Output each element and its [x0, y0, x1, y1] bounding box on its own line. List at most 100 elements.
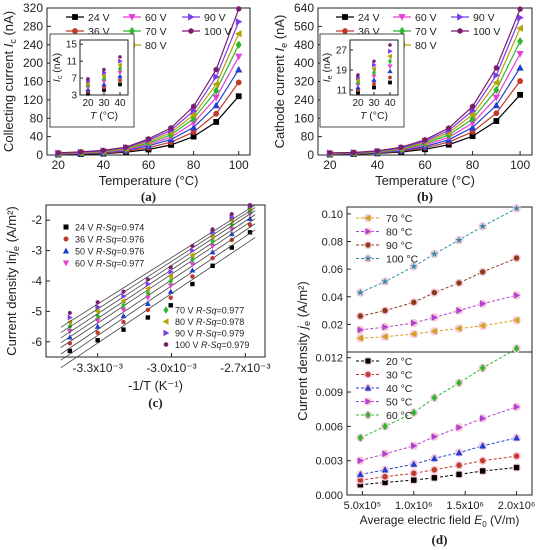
data-point: [95, 303, 101, 310]
inset: 20 30 40 11 19 27 T (°C) Ie (nA): [319, 33, 405, 128]
data-point: [456, 280, 462, 286]
data-point: [479, 300, 487, 308]
inset-data-point: [371, 77, 377, 82]
legend-marker: [163, 329, 170, 337]
legend-marker: [365, 242, 371, 248]
x-tick-label: 1.5x10⁶: [446, 500, 484, 512]
legend-label: 24 V: [88, 12, 110, 24]
y-tick-label: 480: [294, 38, 314, 52]
y-tick-label: 0.10: [322, 209, 343, 221]
data-point: [381, 333, 388, 341]
data-point: [516, 51, 524, 58]
data-point: [95, 338, 100, 343]
data-point: [212, 101, 220, 109]
data-point: [210, 238, 215, 245]
series-30C: [356, 451, 521, 485]
plot-frame: [346, 206, 533, 496]
legend-marker: [365, 358, 371, 364]
data-point: [144, 285, 151, 292]
data-point: [167, 273, 173, 280]
inset-x-tick-label: 30: [368, 98, 380, 109]
inset-data-point: [118, 82, 122, 87]
y-axis-label: Current density lnje (A/m²): [4, 206, 21, 356]
data-point: [430, 454, 438, 462]
data-point: [121, 293, 127, 300]
panel-b: 20 40 60 80 100 0 80 160 240 320 400 480 560 640 24 V 3…: [272, 1, 533, 204]
y-tick-label: -5: [31, 304, 42, 318]
panel-a: 20 40 60 80 100 0 40 80 120 160 200 240 280 320 24 V 3 6…: [1, 1, 251, 204]
inset-x-tick-label: 20: [352, 98, 364, 109]
y-tick-label: 120: [23, 93, 43, 107]
data-point: [235, 79, 242, 86]
data-point: [493, 118, 500, 124]
fit-line: [60, 214, 256, 344]
y-tick-label: 0.08: [322, 237, 343, 249]
data-point: [493, 71, 501, 79]
series-36V: [60, 222, 256, 361]
data-point: [517, 78, 524, 84]
data-point: [191, 103, 197, 110]
legend-label: 24 V: [358, 12, 380, 24]
inset-data-point: [117, 73, 123, 79]
data-point: [235, 53, 243, 61]
series-24V: [60, 230, 256, 369]
series-90C: [356, 253, 521, 321]
data-point: [357, 313, 364, 319]
x-axis-label: -1/T (K⁻¹): [128, 378, 183, 393]
y-tick-label: 160: [23, 75, 43, 89]
x-tick-label: 80: [466, 158, 480, 172]
data-point: [190, 247, 196, 254]
data-point: [431, 314, 438, 321]
subplot: 0.000 0.003 0.006 0.009 0.012 20 °C 30 °C40 °C…: [315, 344, 521, 502]
legend-label: 100 V: [204, 26, 231, 38]
data-point: [190, 243, 195, 249]
data-point: [479, 414, 487, 422]
data-point: [382, 450, 389, 458]
inset-x-tick-label: 20: [82, 98, 94, 109]
inset-data-point: [372, 62, 377, 68]
series-100C: [356, 204, 521, 297]
data-point: [479, 468, 486, 474]
legend-label: 50 V R-Sq=0.976: [75, 247, 144, 257]
data-point: [431, 393, 438, 402]
y-tick-label: 0.06: [322, 264, 343, 276]
legend-marker: [398, 14, 406, 21]
inset-data-point: [101, 81, 107, 87]
x-tick-label: 60: [418, 158, 432, 172]
legend-label: 20 °C: [386, 356, 413, 368]
inset-data-point: [371, 66, 376, 72]
y-tick-label: 400: [294, 56, 314, 70]
data-point: [121, 319, 126, 325]
data-point: [234, 30, 242, 38]
legend-label: 80 V: [145, 40, 167, 52]
data-point: [248, 202, 252, 208]
inset-data-point: [86, 76, 90, 81]
series-100V: [60, 202, 256, 328]
panel-c: -3.3x10⁻³ -3.0x10⁻³ -2.7x10⁻³ -2 -3 -4 -5 -6 24 …: [4, 202, 270, 410]
series-70C: [356, 316, 521, 343]
inset-data-point: [372, 59, 376, 64]
data-point: [120, 297, 126, 304]
data-point: [381, 466, 389, 473]
data-point: [213, 86, 220, 95]
y-tick-label: 0.000: [315, 490, 343, 502]
data-point: [517, 6, 523, 13]
data-point: [94, 323, 101, 329]
data-point: [410, 262, 418, 270]
data-point: [411, 470, 417, 476]
data-point: [493, 64, 499, 71]
data-point: [168, 295, 173, 300]
data-point: [235, 18, 243, 26]
y-tick-label: 80: [30, 111, 44, 125]
inset-data-point: [356, 73, 360, 77]
data-point: [236, 5, 242, 12]
data-point: [190, 107, 198, 115]
legend-label: 70 V: [415, 26, 437, 38]
data-point: [247, 222, 253, 227]
data-point: [517, 37, 524, 46]
data-point: [382, 422, 388, 431]
legend-marker: [365, 398, 372, 405]
data-point: [455, 325, 462, 332]
series-60C: [356, 344, 521, 442]
y-tick-label: -3: [31, 244, 42, 258]
